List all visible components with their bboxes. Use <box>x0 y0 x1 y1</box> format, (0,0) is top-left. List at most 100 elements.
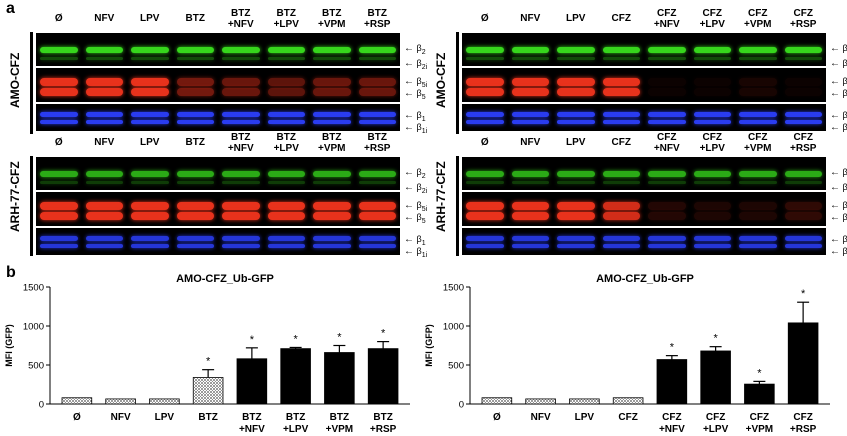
marker-label-3-1: ← β2i <box>830 182 847 193</box>
x-tick-label: CFZ <box>750 412 769 423</box>
blot-band <box>131 57 169 60</box>
marker-label-0-2: ← β5i <box>404 76 428 89</box>
blot-band <box>784 78 822 86</box>
blot-band <box>557 112 595 117</box>
blot-band <box>131 244 169 248</box>
x-tick-label: NFV <box>531 412 551 423</box>
blot-band <box>85 78 123 86</box>
blot-band <box>648 236 686 241</box>
row-label-2: ARH-77-CFZ <box>8 161 22 232</box>
blot-band <box>222 244 260 248</box>
blot-band <box>739 88 777 96</box>
blot-band <box>511 57 549 60</box>
blot-band <box>739 202 777 210</box>
blot-band <box>40 202 78 210</box>
y-tick-label: 500 <box>28 361 44 372</box>
blot-band <box>313 112 351 117</box>
blot-band <box>602 171 640 177</box>
row-label-0: AMO-CFZ <box>8 52 22 108</box>
x-tick-label: +VPM <box>746 424 774 435</box>
blot-band <box>648 120 686 124</box>
blot-band <box>648 88 686 96</box>
x-tick-label: CFZ <box>662 412 681 423</box>
y-axis-label: MFI (GFP) <box>4 324 14 367</box>
blot-band <box>267 236 305 241</box>
blot-band <box>222 202 260 210</box>
blot-band <box>85 120 123 124</box>
blot-band <box>693 78 731 86</box>
blot-strip-arh_left-blue <box>36 228 400 255</box>
blot-band <box>40 181 78 184</box>
bar <box>744 383 775 405</box>
x-tick-label: BTZ <box>286 412 305 423</box>
blot-band <box>739 78 777 86</box>
blot-band <box>267 120 305 124</box>
marker-label-3-2: ← β5i <box>830 200 847 211</box>
blot-band <box>313 202 351 210</box>
blot-band <box>648 212 686 220</box>
blot-band <box>267 47 305 53</box>
blot-band <box>267 78 305 86</box>
bar <box>61 397 93 405</box>
x-tick-label: CFZ <box>618 412 637 423</box>
blot-band <box>557 244 595 248</box>
lane-label-0-2: LPV <box>140 13 160 24</box>
blot-band <box>40 120 78 124</box>
row-divider-2 <box>30 156 33 256</box>
blot-band <box>358 244 396 248</box>
blot-band <box>85 171 123 177</box>
blot-band <box>313 120 351 124</box>
x-tick-label: BTZ <box>330 412 349 423</box>
blot-band <box>739 47 777 53</box>
x-tick-label: LPV <box>575 412 595 423</box>
blot-band <box>602 57 640 60</box>
blot-band <box>693 202 731 210</box>
blot-band <box>131 78 169 86</box>
blot-band <box>131 181 169 184</box>
blot-band <box>40 236 78 241</box>
row-divider-0 <box>30 32 33 134</box>
blot-band <box>693 57 731 60</box>
x-tick-label: +VPM <box>326 424 354 435</box>
blot-band <box>358 236 396 241</box>
blot-band <box>313 244 351 248</box>
blot-band <box>313 236 351 241</box>
blot-band <box>176 57 214 60</box>
marker-label-1-0: ← β2 <box>830 43 847 54</box>
x-tick-label: +NFV <box>239 424 265 435</box>
blot-band <box>131 236 169 241</box>
lane-label-2-1: NFV <box>94 137 115 148</box>
blot-band <box>222 112 260 117</box>
blot-band <box>267 112 305 117</box>
blot-strip-amo_right-red <box>462 68 826 102</box>
blot-strip-amo_left-red <box>36 68 400 102</box>
marker-label-1-2: ← β5i <box>830 76 847 87</box>
blot-band <box>602 47 640 53</box>
lane-label-0-6: BTZ +VPM <box>317 8 346 30</box>
blot-band <box>557 212 595 220</box>
blot-band <box>784 212 822 220</box>
marker-label-2-2: ← β5i <box>404 200 428 213</box>
blot-band <box>85 202 123 210</box>
blot-band <box>739 181 777 184</box>
blot-band <box>267 57 305 60</box>
blot-band <box>784 202 822 210</box>
bar <box>481 397 513 405</box>
marker-label-3-0: ← β2 <box>830 167 847 178</box>
blot-band <box>739 112 777 117</box>
marker-label-2-5: ← β1i <box>404 246 428 259</box>
blot-band <box>358 171 396 177</box>
blot-band <box>222 181 260 184</box>
blot-band <box>358 47 396 53</box>
blot-band <box>511 120 549 124</box>
marker-label-1-1: ← β2i <box>830 58 847 69</box>
blot-band <box>739 171 777 177</box>
blot-band <box>466 112 504 117</box>
blot-band <box>466 202 504 210</box>
x-tick-label: BTZ <box>198 412 217 423</box>
lane-label-1-1: NFV <box>520 13 541 24</box>
blot-band <box>693 236 731 241</box>
marker-label-0-1: ← β2i <box>404 58 428 71</box>
significance-marker: * <box>337 332 342 344</box>
blot-band <box>85 112 123 117</box>
